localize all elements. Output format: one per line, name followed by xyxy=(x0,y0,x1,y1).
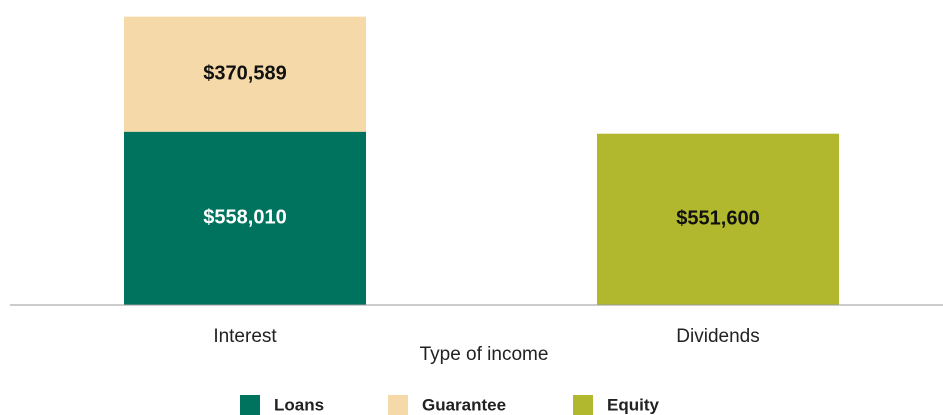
legend-label: Loans xyxy=(274,395,324,414)
legend-label: Guarantee xyxy=(422,395,506,414)
bar-segment xyxy=(124,131,366,305)
value-label: $370,589 xyxy=(203,62,286,84)
bar-segment xyxy=(124,16,366,132)
legend-label: Equity xyxy=(607,395,659,414)
legend-swatch xyxy=(388,395,408,415)
bar-segment xyxy=(597,133,839,305)
x-axis-label: Type of income xyxy=(420,344,549,365)
x-tick-label: Interest xyxy=(213,326,277,347)
legend-swatch xyxy=(573,395,593,415)
x-tick-label: Dividends xyxy=(676,326,759,347)
value-label: $551,600 xyxy=(676,208,759,230)
legend-swatch xyxy=(240,395,260,415)
value-label: $558,010 xyxy=(203,207,286,229)
